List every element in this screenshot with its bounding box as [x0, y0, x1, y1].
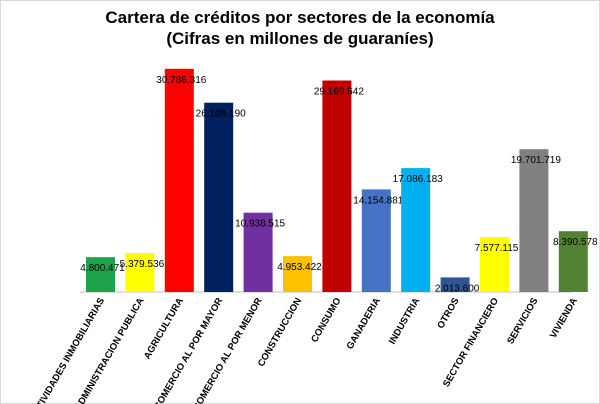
value-label: 17.086.183	[393, 174, 443, 185]
value-label: 8.390.578	[553, 237, 598, 248]
value-label: 10.938.515	[235, 219, 285, 230]
value-label: 4.800.471	[80, 263, 125, 274]
value-label: 7.577.115	[475, 243, 519, 254]
value-label: 29.169.642	[314, 87, 364, 98]
category-label: OTROS	[435, 296, 461, 331]
category-label: ADMINISTRACION PUBLICA	[73, 296, 147, 404]
bar	[86, 257, 115, 292]
value-label: 14.154.881	[353, 195, 403, 206]
value-label: 2.013.600	[435, 283, 480, 294]
category-label: AGRICULTURA	[142, 296, 186, 361]
bar	[283, 256, 312, 292]
category-label: GANADERIA	[345, 296, 383, 351]
chart-title: Cartera de créditos por sectores de la e…	[105, 8, 495, 27]
bar	[125, 253, 155, 292]
bar	[401, 168, 431, 292]
value-label: 5.379.536	[120, 259, 165, 270]
category-label: INDUSTRIA	[387, 296, 422, 346]
bar	[204, 102, 234, 292]
bar	[519, 149, 549, 292]
value-label: 30.786.316	[156, 75, 206, 86]
category-label: CONSTRUCCION	[256, 296, 304, 369]
chart-subtitle: (Cifras en millones de guaraníes)	[166, 29, 434, 48]
bar	[480, 237, 509, 292]
category-label: COMERCIO AL POR MENOR	[191, 296, 265, 404]
bar	[361, 189, 391, 292]
value-label: 4.953.422	[277, 262, 322, 273]
bar	[243, 212, 273, 292]
value-label: 26.108.190	[196, 109, 246, 120]
bar	[322, 80, 352, 292]
bar	[164, 68, 194, 292]
bar	[440, 277, 470, 292]
category-label: VIVIENDA	[548, 296, 580, 340]
category-label: CONSUMO	[309, 296, 343, 344]
value-label: 19.701.719	[511, 155, 561, 166]
category-label: SERVICIOS	[505, 296, 540, 346]
bar	[558, 231, 588, 292]
